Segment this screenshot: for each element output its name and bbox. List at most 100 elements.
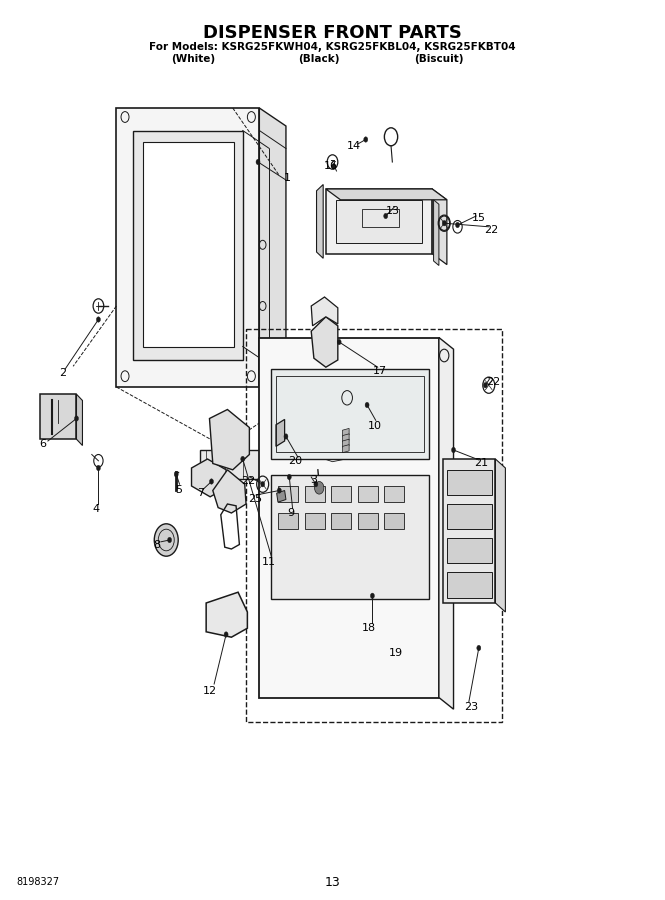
- Text: 2: 2: [59, 368, 66, 379]
- Polygon shape: [447, 470, 492, 495]
- Text: 1: 1: [284, 173, 291, 184]
- Text: 10: 10: [367, 420, 382, 431]
- Polygon shape: [342, 439, 349, 447]
- Polygon shape: [384, 513, 404, 529]
- Polygon shape: [432, 189, 447, 265]
- Polygon shape: [305, 486, 325, 502]
- Text: 13: 13: [385, 205, 400, 216]
- Circle shape: [365, 402, 369, 408]
- Polygon shape: [271, 369, 429, 459]
- Text: 14: 14: [346, 140, 361, 151]
- Polygon shape: [76, 394, 82, 446]
- Polygon shape: [358, 486, 378, 502]
- Circle shape: [284, 434, 288, 439]
- Circle shape: [315, 482, 324, 494]
- Text: 21: 21: [474, 458, 489, 469]
- Text: 8198327: 8198327: [17, 877, 60, 887]
- Polygon shape: [495, 459, 505, 612]
- Text: (Biscuit): (Biscuit): [414, 54, 464, 65]
- Circle shape: [209, 479, 213, 484]
- Circle shape: [332, 164, 336, 169]
- Text: 4: 4: [92, 504, 99, 515]
- Text: DISPENSER FRONT PARTS: DISPENSER FRONT PARTS: [203, 24, 462, 42]
- Text: (Black): (Black): [299, 54, 340, 65]
- Polygon shape: [331, 513, 351, 529]
- Circle shape: [477, 645, 481, 651]
- Text: 22: 22: [483, 225, 498, 236]
- Text: For Models: KSRG25FKWH04, KSRG25FKBL04, KSRG25FKBT04: For Models: KSRG25FKWH04, KSRG25FKBL04, …: [149, 41, 516, 52]
- Polygon shape: [339, 378, 389, 412]
- Polygon shape: [116, 108, 259, 387]
- Polygon shape: [326, 450, 339, 488]
- Circle shape: [174, 472, 178, 477]
- Text: (White): (White): [171, 54, 215, 65]
- Polygon shape: [447, 504, 492, 529]
- Polygon shape: [447, 572, 492, 598]
- Polygon shape: [342, 428, 349, 436]
- Polygon shape: [209, 410, 249, 470]
- Polygon shape: [326, 189, 447, 200]
- Polygon shape: [133, 130, 243, 360]
- Circle shape: [483, 382, 487, 388]
- Circle shape: [277, 488, 281, 493]
- Polygon shape: [358, 513, 378, 529]
- Polygon shape: [276, 419, 285, 446]
- Circle shape: [96, 317, 100, 322]
- Circle shape: [370, 593, 374, 598]
- Polygon shape: [311, 317, 338, 367]
- Polygon shape: [434, 200, 439, 266]
- Text: 7: 7: [198, 488, 204, 499]
- Polygon shape: [259, 108, 286, 405]
- Polygon shape: [278, 513, 298, 529]
- Circle shape: [337, 339, 341, 345]
- Polygon shape: [331, 486, 351, 502]
- Circle shape: [241, 456, 245, 462]
- Text: 20: 20: [288, 455, 303, 466]
- Text: 23: 23: [464, 701, 478, 712]
- Circle shape: [364, 137, 368, 142]
- Polygon shape: [271, 475, 429, 598]
- Text: 15: 15: [471, 212, 486, 223]
- Text: 11: 11: [261, 556, 276, 567]
- Polygon shape: [143, 142, 234, 346]
- Text: 17: 17: [373, 365, 388, 376]
- Text: 12: 12: [203, 686, 217, 697]
- Polygon shape: [305, 513, 325, 529]
- Circle shape: [456, 222, 460, 228]
- Polygon shape: [311, 297, 338, 326]
- Circle shape: [452, 447, 456, 453]
- Polygon shape: [200, 450, 326, 479]
- Polygon shape: [326, 189, 432, 254]
- Circle shape: [224, 632, 228, 637]
- Circle shape: [314, 482, 318, 487]
- Polygon shape: [384, 486, 404, 502]
- Circle shape: [74, 416, 78, 421]
- Polygon shape: [213, 470, 246, 513]
- Circle shape: [442, 220, 446, 226]
- Polygon shape: [40, 394, 76, 439]
- Text: 9: 9: [287, 508, 294, 518]
- Text: 16: 16: [324, 160, 338, 171]
- Polygon shape: [277, 491, 286, 502]
- Text: 8: 8: [154, 540, 160, 551]
- Text: 13: 13: [325, 876, 340, 888]
- Text: 19: 19: [388, 648, 403, 659]
- Polygon shape: [259, 338, 439, 698]
- Circle shape: [256, 159, 260, 165]
- Text: 3: 3: [311, 474, 317, 485]
- Text: 6: 6: [40, 438, 47, 449]
- Text: 22: 22: [485, 376, 500, 387]
- Polygon shape: [342, 434, 349, 442]
- Circle shape: [384, 213, 388, 219]
- Polygon shape: [443, 459, 495, 603]
- Polygon shape: [336, 200, 422, 243]
- Circle shape: [261, 482, 265, 487]
- Polygon shape: [439, 338, 454, 709]
- Polygon shape: [206, 592, 247, 637]
- Polygon shape: [447, 538, 492, 563]
- Polygon shape: [278, 486, 298, 502]
- Circle shape: [168, 537, 172, 543]
- Circle shape: [154, 524, 178, 556]
- Circle shape: [287, 474, 291, 480]
- Text: 18: 18: [362, 623, 376, 634]
